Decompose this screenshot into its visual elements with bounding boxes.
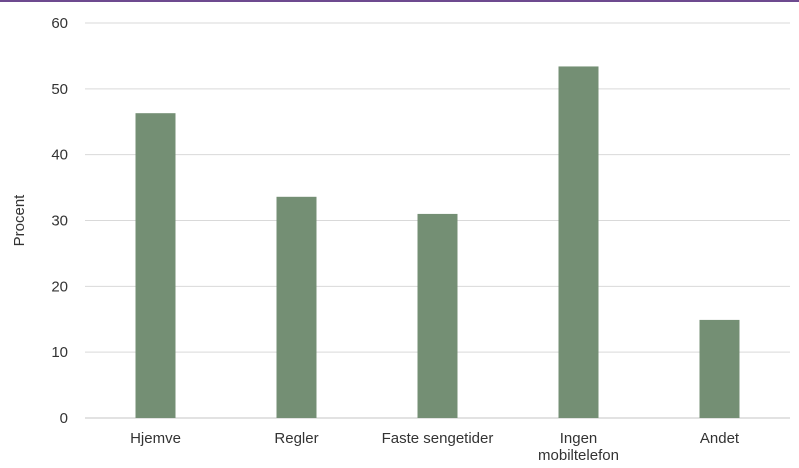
y-axis-ticks: 0 10 20 30 40 50 60 (51, 15, 68, 427)
y-tick-label: 10 (51, 344, 68, 361)
bar-4 (699, 319, 740, 418)
y-tick-label: 0 (60, 410, 68, 427)
x-tick-label: Andet (700, 430, 740, 447)
bar-2 (417, 213, 458, 418)
x-tick-label: Ingen mobiltelefon (538, 430, 619, 464)
y-tick-label: 40 (51, 147, 68, 164)
bar-3 (558, 66, 599, 418)
y-tick-label: 50 (51, 81, 68, 98)
y-tick-label: 30 (51, 213, 68, 230)
top-accent-rule (0, 0, 799, 2)
x-tick-label: Faste sengetider (382, 430, 494, 447)
y-tick-label: 20 (51, 278, 68, 295)
y-axis-title: Procent (11, 194, 28, 247)
x-axis-labels: Hjemve Regler Faste sengetider Ingen mobilte… (130, 430, 740, 464)
bar-0 (135, 113, 176, 419)
bar-1 (276, 196, 317, 418)
x-tick-label: Hjemve (130, 430, 181, 447)
y-tick-label: 60 (51, 15, 68, 32)
x-tick-label: Regler (274, 430, 318, 447)
bars (135, 66, 740, 419)
